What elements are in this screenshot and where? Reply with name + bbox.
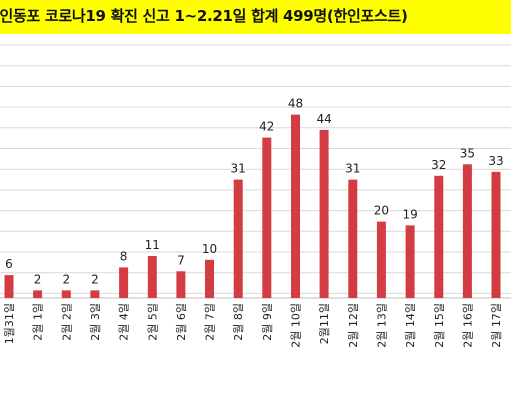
bar bbox=[119, 267, 129, 298]
bar bbox=[405, 225, 415, 298]
bar bbox=[90, 290, 100, 298]
x-tick-label: 2월 5일 bbox=[145, 303, 159, 341]
x-tick-label: 2월 7일 bbox=[203, 303, 217, 341]
data-label: 2 bbox=[34, 272, 42, 286]
data-label: 20 bbox=[374, 204, 389, 218]
bar bbox=[462, 164, 472, 298]
bar bbox=[434, 175, 444, 298]
x-tick-label: 2월 17일 bbox=[489, 303, 503, 348]
bar bbox=[233, 179, 243, 298]
data-label: 31 bbox=[345, 162, 360, 176]
x-tick-label: 2월 8일 bbox=[231, 303, 245, 341]
bar bbox=[205, 259, 214, 298]
bar bbox=[4, 275, 14, 298]
x-tick-label: 2월 14일 bbox=[403, 303, 417, 348]
data-label: 42 bbox=[259, 120, 274, 134]
bar bbox=[348, 179, 358, 298]
data-label: 31 bbox=[231, 162, 246, 176]
data-label: 48 bbox=[288, 97, 303, 111]
data-label: 11 bbox=[145, 238, 160, 252]
x-tick-label: 2월 3일 bbox=[88, 303, 102, 341]
data-label: 19 bbox=[402, 207, 417, 221]
title-bar: 한인동포 코로나19 확진 신고 1~2.21일 합계 499명(한인포스트) bbox=[0, 0, 511, 34]
x-tick-label: 2월 16일 bbox=[460, 303, 474, 348]
x-tick-label: 2월 12일 bbox=[346, 303, 360, 348]
bar bbox=[491, 171, 501, 298]
x-tick-label: 1월31일 bbox=[2, 303, 16, 344]
bar bbox=[291, 114, 300, 298]
x-tick-label: 2월 4일 bbox=[117, 303, 131, 341]
bar bbox=[376, 221, 386, 298]
data-label: 2 bbox=[62, 272, 70, 286]
x-tick-label: 2월11일 bbox=[317, 303, 331, 344]
gridlines bbox=[0, 44, 511, 294]
data-label: 32 bbox=[431, 158, 446, 172]
data-label: 7 bbox=[177, 253, 185, 267]
x-tick-label: 2월 6일 bbox=[174, 303, 188, 341]
data-label: 6 bbox=[5, 257, 13, 271]
x-tick-label: 2월 15일 bbox=[432, 303, 446, 348]
bar bbox=[262, 137, 272, 298]
bar bbox=[176, 271, 186, 298]
data-label: 35 bbox=[460, 146, 475, 160]
bar bbox=[319, 129, 329, 298]
bar bbox=[61, 290, 71, 298]
bar bbox=[147, 256, 157, 298]
data-label: 33 bbox=[488, 154, 503, 168]
data-label: 10 bbox=[202, 242, 217, 256]
x-tick-label: 2월 9일 bbox=[260, 303, 274, 341]
x-tick-label: 2월 2일 bbox=[59, 303, 73, 341]
x-tick-label: 2월 1일 bbox=[31, 303, 45, 341]
data-label: 8 bbox=[120, 249, 128, 263]
bar bbox=[33, 290, 43, 298]
data-label: 44 bbox=[316, 112, 331, 126]
data-label: 2 bbox=[91, 272, 99, 286]
chart-title: 한인동포 코로나19 확진 신고 1~2.21일 합계 499명(한인포스트) bbox=[0, 7, 408, 25]
x-tick-label: 2월 13일 bbox=[374, 303, 388, 348]
x-tick-label: 2월 10일 bbox=[289, 303, 303, 348]
